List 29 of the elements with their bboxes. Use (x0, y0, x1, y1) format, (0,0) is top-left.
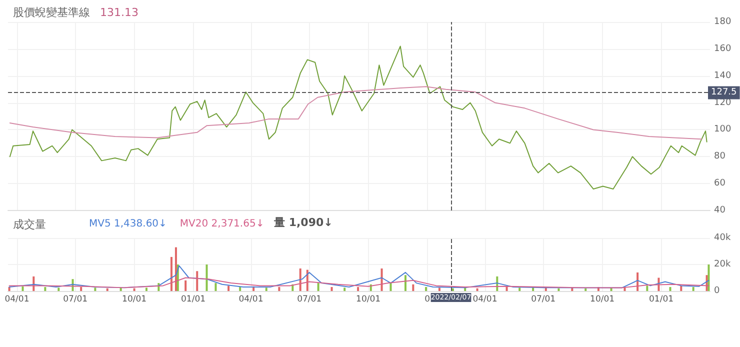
chart-subtitle: 131.13 (100, 6, 138, 19)
x-tick-label: 10/01 (590, 294, 615, 304)
y-tick-label: 180 (714, 17, 732, 27)
x-tick-label: 01/01 (649, 294, 674, 304)
y-tick-label: 140 (714, 70, 732, 81)
y-tick-label: 60 (714, 178, 726, 189)
text: MV20 2,371.65↓ (180, 218, 264, 230)
x-tick-label: 10/01 (356, 294, 381, 304)
x-tick-label: 01/01 (181, 294, 206, 304)
y-tick-label: 80 (714, 152, 726, 162)
y-tick-label: 160 (714, 44, 732, 54)
x-tick-label: 0 (424, 294, 430, 304)
x-tick-label: 04/01 (4, 294, 30, 304)
y-tick-label: 20k (714, 260, 732, 270)
chart-title: 成交量 (13, 218, 46, 231)
chart-title: 股價蜺變基準線 (13, 6, 90, 19)
y-tick-label: 40k (714, 233, 732, 243)
x-tick-label: 04/01 (238, 294, 264, 304)
y-tick-label: 40 (714, 206, 726, 216)
x-tick-label: 07/01 (531, 294, 556, 304)
ref-line-label: 127.5 (711, 88, 737, 98)
x-tick-label: 07/01 (63, 294, 88, 304)
text: 量 1,090↓ (273, 216, 333, 229)
x-tick-label: 10/01 (122, 294, 147, 304)
y-tick-label: 0 (714, 286, 720, 296)
x-tick-label: 04/01 (472, 294, 498, 304)
x-tick-label: 07/01 (297, 294, 322, 304)
y-tick-label: 100 (714, 124, 732, 135)
text: MV5 1,438.60↓ (89, 218, 167, 230)
